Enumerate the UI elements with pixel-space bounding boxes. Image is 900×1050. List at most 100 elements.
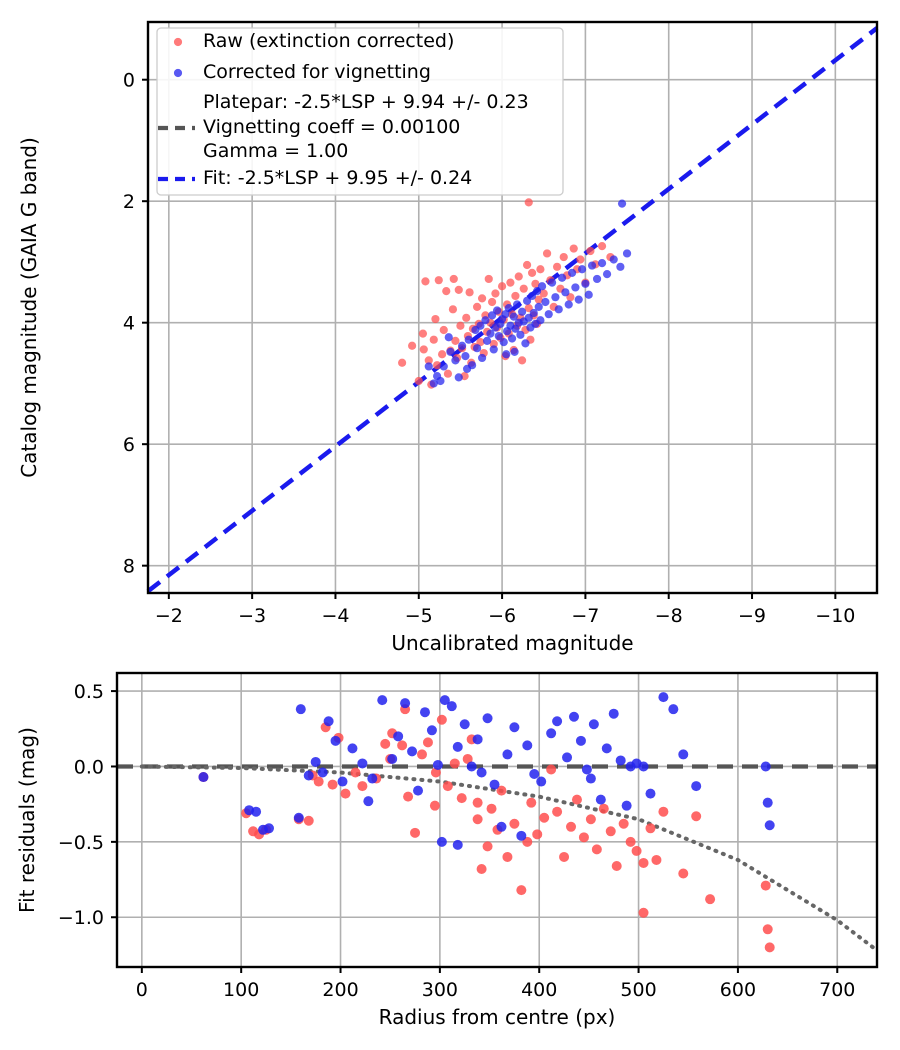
- top-data-point: [464, 335, 473, 344]
- bottom-data-point: [452, 741, 463, 752]
- bottom-data-point: [439, 695, 450, 706]
- top-data-point: [456, 321, 465, 330]
- legend-item-label: Gamma = 1.00: [203, 140, 348, 162]
- top-data-point: [602, 269, 612, 279]
- bottom-data-point: [581, 764, 592, 775]
- top-data-point: [569, 244, 578, 253]
- bottom-data-point: [638, 907, 649, 918]
- bottom-data-point: [323, 716, 334, 727]
- top-data-point: [541, 297, 550, 307]
- top-axes-frame: [146, 20, 879, 595]
- bottom-data-point: [410, 827, 421, 838]
- top-ytick-label: 6: [123, 434, 135, 456]
- top-xtick-label: −5: [405, 605, 433, 627]
- bottom-data-point: [422, 737, 433, 748]
- bottom-data-point: [625, 836, 636, 847]
- top-data-point: [512, 300, 522, 309]
- top-data-point: [514, 272, 523, 281]
- bottom-data-point: [645, 823, 656, 834]
- bottom-data-point: [601, 743, 612, 754]
- top-data-point: [454, 373, 463, 382]
- bottom-data-point: [502, 749, 513, 760]
- legend-item-label: Vignetting coeff = 0.00100: [203, 116, 460, 138]
- top-data-point: [482, 336, 492, 346]
- top-data-point: [465, 288, 474, 297]
- top-data-point: [592, 274, 602, 284]
- bottom-ytick-label: 0.5: [74, 681, 104, 703]
- bottom-data-point: [449, 758, 460, 769]
- top-data-point: [544, 310, 553, 319]
- bottom-data-point: [529, 769, 540, 780]
- bottom-ytick-label: −0.5: [58, 832, 104, 854]
- top-data-point: [537, 282, 547, 291]
- bottom-yaxis-label: Fit residuals (mag): [15, 727, 39, 913]
- bottom-data-point: [489, 779, 500, 790]
- bottom-data-point: [403, 791, 414, 802]
- bottom-data-point: [198, 772, 209, 783]
- top-data-point: [521, 339, 530, 348]
- top-data-point: [519, 284, 528, 293]
- top-data-point: [497, 282, 507, 291]
- bottom-data-point: [446, 701, 457, 712]
- bottom-data-point: [459, 719, 470, 730]
- top-data-point: [557, 273, 567, 282]
- top-data-point: [439, 325, 448, 335]
- top-xtick-label: −6: [488, 605, 516, 627]
- top-data-point: [477, 294, 487, 303]
- top-xtick-label: −3: [238, 605, 266, 627]
- top-data-point: [509, 312, 518, 321]
- top-data-point: [414, 376, 423, 386]
- bottom-data-point: [340, 788, 351, 799]
- top-data-point: [494, 331, 503, 341]
- top-data-point: [567, 268, 577, 277]
- top-data-point: [552, 262, 562, 271]
- bottom-data-point: [430, 767, 441, 778]
- top-data-point: [418, 329, 428, 338]
- legend: Raw (extinction corrected) Corrected for …: [156, 27, 564, 196]
- top-data-point: [444, 333, 453, 342]
- top-data-point: [501, 310, 510, 319]
- bottom-data-point: [591, 844, 602, 855]
- bottom-plot-background: [117, 673, 877, 967]
- bottom-data-point: [621, 800, 632, 811]
- top-data-point: [451, 356, 460, 365]
- bottom-data-point: [658, 806, 669, 817]
- bottom-data-point: [295, 704, 306, 715]
- bottom-data-point: [705, 894, 716, 905]
- bottom-data-point: [552, 716, 563, 727]
- top-data-point: [571, 283, 580, 292]
- top-tick-marks: −2 −3 −4 −5 −6 −7 −8 −9 −10 0 2 4 6 8: [123, 70, 855, 627]
- bottom-data-point: [502, 851, 513, 862]
- bottom-data-point: [562, 752, 573, 763]
- legend-item-label: Raw (extinction corrected): [203, 30, 454, 52]
- bottom-data-point: [638, 761, 649, 772]
- top-data-point: [524, 198, 533, 207]
- bottom-data-point: [393, 731, 404, 742]
- bottom-data-point: [347, 743, 358, 754]
- top-data-point: [564, 300, 573, 309]
- top-data-point: [462, 364, 472, 373]
- legend-item: Vignetting coeff = 0.00100: [158, 116, 460, 138]
- top-data-point: [516, 330, 525, 339]
- top-data-point: [597, 259, 607, 268]
- bottom-data-point: [472, 814, 483, 825]
- bottom-data-point: [397, 740, 408, 751]
- bottom-data-point: [598, 803, 609, 814]
- top-data-point: [457, 341, 467, 350]
- top-data-point: [511, 324, 520, 333]
- top-data-point: [461, 351, 470, 361]
- top-ytick-label: 2: [123, 191, 135, 213]
- bottom-vignetting-curve: [139, 764, 879, 953]
- top-data-point: [536, 265, 545, 274]
- top-xtick-label: −7: [571, 605, 599, 627]
- bottom-data-point: [691, 781, 702, 792]
- top-data-point: [511, 291, 520, 301]
- bottom-data-point: [651, 854, 662, 865]
- top-data-point: [439, 362, 448, 371]
- top-data-point: [504, 304, 513, 313]
- legend-item-label: Fit: -2.5*LSP + 9.95 +/- 0.24: [203, 167, 472, 189]
- bottom-data-point: [762, 924, 773, 935]
- bottom-data-point: [264, 823, 274, 834]
- top-xtick-label: −8: [655, 605, 683, 627]
- top-data-point: [587, 261, 597, 270]
